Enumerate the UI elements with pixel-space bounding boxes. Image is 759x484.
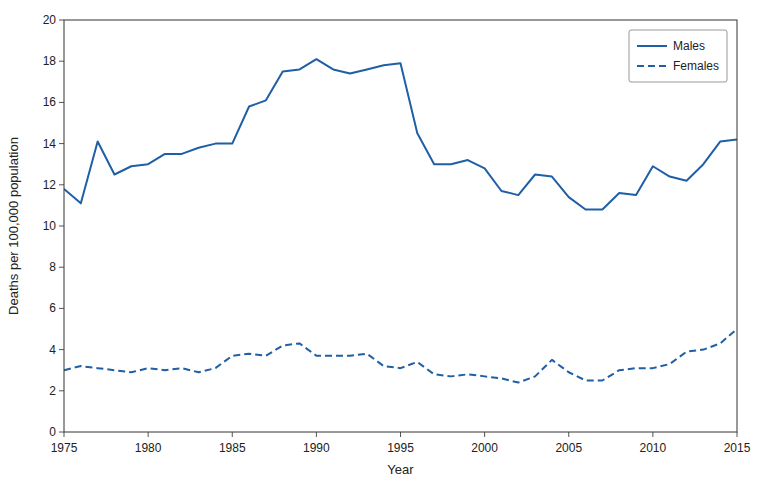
y-tick bbox=[59, 226, 64, 227]
legend-label: Males bbox=[673, 39, 705, 53]
x-tick bbox=[148, 432, 149, 437]
y-tick-label: 12 bbox=[43, 178, 57, 192]
plot-background bbox=[64, 20, 737, 432]
x-tick-label: 2010 bbox=[640, 441, 667, 455]
x-tick-label: 1975 bbox=[51, 441, 78, 455]
y-tick-label: 14 bbox=[43, 137, 57, 151]
legend-box bbox=[629, 30, 727, 82]
legend-swatch bbox=[637, 45, 667, 47]
x-tick-label: 2015 bbox=[724, 441, 751, 455]
y-tick bbox=[59, 349, 64, 350]
y-tick-label: 6 bbox=[49, 301, 56, 315]
axes: 1975198019851990199520002005201020150246… bbox=[43, 13, 751, 455]
y-tick bbox=[59, 184, 64, 185]
y-tick-label: 20 bbox=[43, 13, 57, 27]
x-tick bbox=[232, 432, 233, 437]
y-tick bbox=[59, 432, 64, 433]
x-tick bbox=[484, 432, 485, 437]
x-tick bbox=[737, 432, 738, 437]
chart-container: 1975198019851990199520002005201020150246… bbox=[0, 0, 759, 484]
x-tick-label: 1990 bbox=[303, 441, 330, 455]
x-axis-label: Year bbox=[387, 462, 414, 477]
y-tick-label: 2 bbox=[49, 384, 56, 398]
x-tick bbox=[652, 432, 653, 437]
y-tick bbox=[59, 61, 64, 62]
x-tick-label: 2005 bbox=[555, 441, 582, 455]
x-tick-label: 1995 bbox=[387, 441, 414, 455]
x-tick bbox=[316, 432, 317, 437]
x-tick bbox=[64, 432, 65, 437]
y-tick bbox=[59, 143, 64, 144]
chart-svg: 1975198019851990199520002005201020150246… bbox=[0, 0, 759, 484]
y-tick bbox=[59, 390, 64, 391]
y-tick bbox=[59, 308, 64, 309]
y-tick-label: 8 bbox=[49, 260, 56, 274]
y-tick-label: 10 bbox=[43, 219, 57, 233]
y-tick bbox=[59, 20, 64, 21]
y-tick-label: 0 bbox=[49, 425, 56, 439]
x-tick-label: 2000 bbox=[471, 441, 498, 455]
y-tick-label: 4 bbox=[49, 343, 56, 357]
legend-swatch bbox=[637, 65, 667, 67]
y-tick-label: 18 bbox=[43, 54, 57, 68]
y-tick-label: 16 bbox=[43, 95, 57, 109]
y-axis-label: Deaths per 100,000 population bbox=[6, 137, 21, 315]
series-line bbox=[64, 329, 737, 383]
x-tick-label: 1980 bbox=[135, 441, 162, 455]
y-tick bbox=[59, 267, 64, 268]
legend: Males Females bbox=[629, 30, 727, 82]
x-tick-label: 1985 bbox=[219, 441, 246, 455]
y-tick bbox=[59, 102, 64, 103]
x-tick bbox=[568, 432, 569, 437]
plot-frame bbox=[64, 20, 737, 432]
legend-label: Females bbox=[673, 59, 719, 73]
lines bbox=[64, 59, 737, 382]
x-tick bbox=[400, 432, 401, 437]
